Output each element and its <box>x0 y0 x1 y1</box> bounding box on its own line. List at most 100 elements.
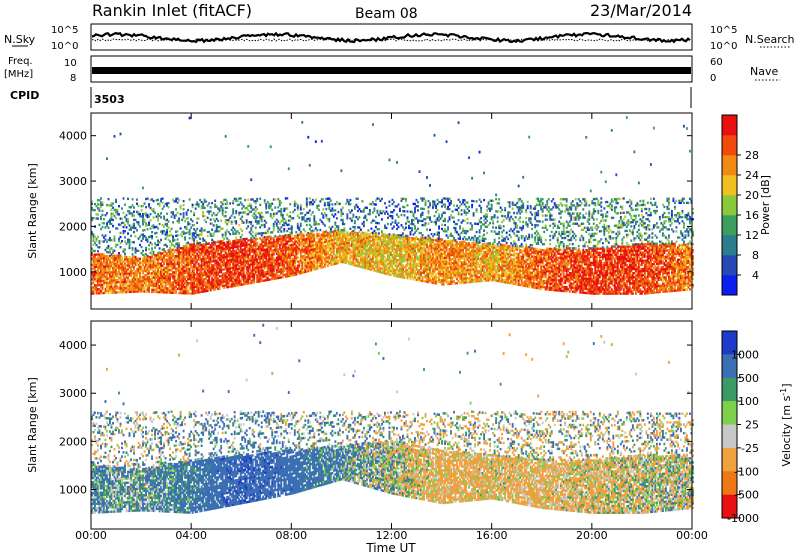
heatmap-cell <box>154 262 157 265</box>
heatmap-cell <box>367 249 370 252</box>
heatmap-cell <box>317 250 320 254</box>
heatmap-cell <box>236 255 239 258</box>
heatmap-cell <box>91 218 93 222</box>
heatmap-cell <box>394 238 397 241</box>
heatmap-cell <box>148 278 150 281</box>
heatmap-cell <box>299 257 302 261</box>
heatmap-cell <box>232 266 235 269</box>
heatmap-cell <box>112 202 114 205</box>
heatmap-cell <box>325 214 328 217</box>
heatmap-cell <box>203 243 206 246</box>
heatmap-cell <box>349 262 352 266</box>
heatmap-cell <box>233 197 236 201</box>
heatmap-cell <box>208 285 211 288</box>
heatmap-cell <box>235 268 238 271</box>
heatmap-cell <box>124 230 126 233</box>
heatmap-cell <box>205 200 208 203</box>
heatmap-cell <box>229 202 232 205</box>
heatmap-cell <box>116 213 119 216</box>
heatmap-cell <box>179 269 182 272</box>
heatmap-cell <box>412 257 415 261</box>
heatmap-cell <box>293 236 296 240</box>
heatmap-cell <box>181 283 184 287</box>
heatmap-cell <box>287 223 290 226</box>
heatmap-cell <box>328 197 331 200</box>
heatmap-cell <box>218 267 221 270</box>
heatmap-cell <box>121 217 123 220</box>
heatmap-cell <box>393 256 395 259</box>
heatmap-cell <box>233 258 236 261</box>
heatmap-cell <box>151 290 153 293</box>
heatmap-cell <box>290 253 293 257</box>
heatmap-cell <box>196 221 199 224</box>
heatmap-cell <box>358 246 361 250</box>
heatmap-cell <box>190 274 193 277</box>
heatmap-cell <box>130 234 132 238</box>
heatmap-cell <box>397 225 400 229</box>
heatmap-cell <box>286 258 289 262</box>
heatmap-cell <box>244 198 247 202</box>
heatmap-cell <box>235 264 238 267</box>
heatmap-cell <box>319 246 322 249</box>
heatmap-cell <box>371 211 374 214</box>
heatmap-cell <box>202 261 205 265</box>
heatmap-cell <box>236 239 239 242</box>
heatmap-cell <box>281 267 284 271</box>
heatmap-cell <box>277 197 280 201</box>
heatmap-cell <box>226 284 229 287</box>
heatmap-cell <box>371 219 374 222</box>
heatmap-cell <box>380 253 383 256</box>
heatmap-cell <box>187 261 190 264</box>
heatmap-cell <box>259 217 262 221</box>
heatmap-cell <box>208 279 211 282</box>
heatmap-cell <box>137 249 140 253</box>
heatmap-cell <box>145 253 147 256</box>
heatmap-cell <box>355 233 358 237</box>
heatmap-cell <box>259 237 262 240</box>
heatmap-cell <box>406 250 409 253</box>
heatmap-cell <box>170 248 173 251</box>
heatmap-cell <box>238 273 241 277</box>
heatmap-cell <box>190 249 193 252</box>
heatmap-cell <box>179 247 182 250</box>
heatmap-cell <box>92 235 95 238</box>
heatmap-cell <box>173 265 176 268</box>
heatmap-cell <box>322 257 325 261</box>
heatmap-cell <box>269 243 272 246</box>
heatmap-cell <box>188 286 191 289</box>
heatmap-cell <box>181 271 184 274</box>
heatmap-cell <box>106 285 108 288</box>
heatmap-cell <box>158 284 161 288</box>
heatmap-cell <box>313 262 316 265</box>
heatmap-cell <box>169 240 172 243</box>
heatmap-cell <box>221 207 224 210</box>
heatmap-cell <box>149 284 152 287</box>
heatmap-cell <box>121 272 123 276</box>
heatmap-cell <box>319 258 322 261</box>
heatmap-cell <box>266 272 269 275</box>
heatmap-cell <box>263 238 266 241</box>
heatmap-cell <box>293 251 296 254</box>
heatmap-cell <box>136 261 138 265</box>
heatmap-cell <box>362 237 365 241</box>
heatmap-cell <box>175 254 178 258</box>
heatmap-cell <box>293 259 296 262</box>
heatmap-cell <box>241 240 244 243</box>
heatmap-cell <box>331 234 334 238</box>
heatmap-cell <box>274 206 277 209</box>
heatmap-cell <box>133 280 135 283</box>
heatmap-cell <box>121 270 123 273</box>
heatmap-cell <box>214 205 217 209</box>
heatmap-cell <box>257 278 260 281</box>
heatmap-cell <box>405 254 407 257</box>
heatmap-cell <box>402 255 404 259</box>
heatmap-cell <box>385 268 388 271</box>
heatmap-cell <box>185 253 188 256</box>
heatmap-cell <box>101 287 104 291</box>
heatmap-cell <box>154 256 157 259</box>
heatmap-cell <box>215 226 218 229</box>
heatmap-cell <box>205 242 208 246</box>
heatmap-cell <box>167 256 170 260</box>
heatmap-cell <box>361 262 364 265</box>
heatmap-cell <box>334 254 337 257</box>
